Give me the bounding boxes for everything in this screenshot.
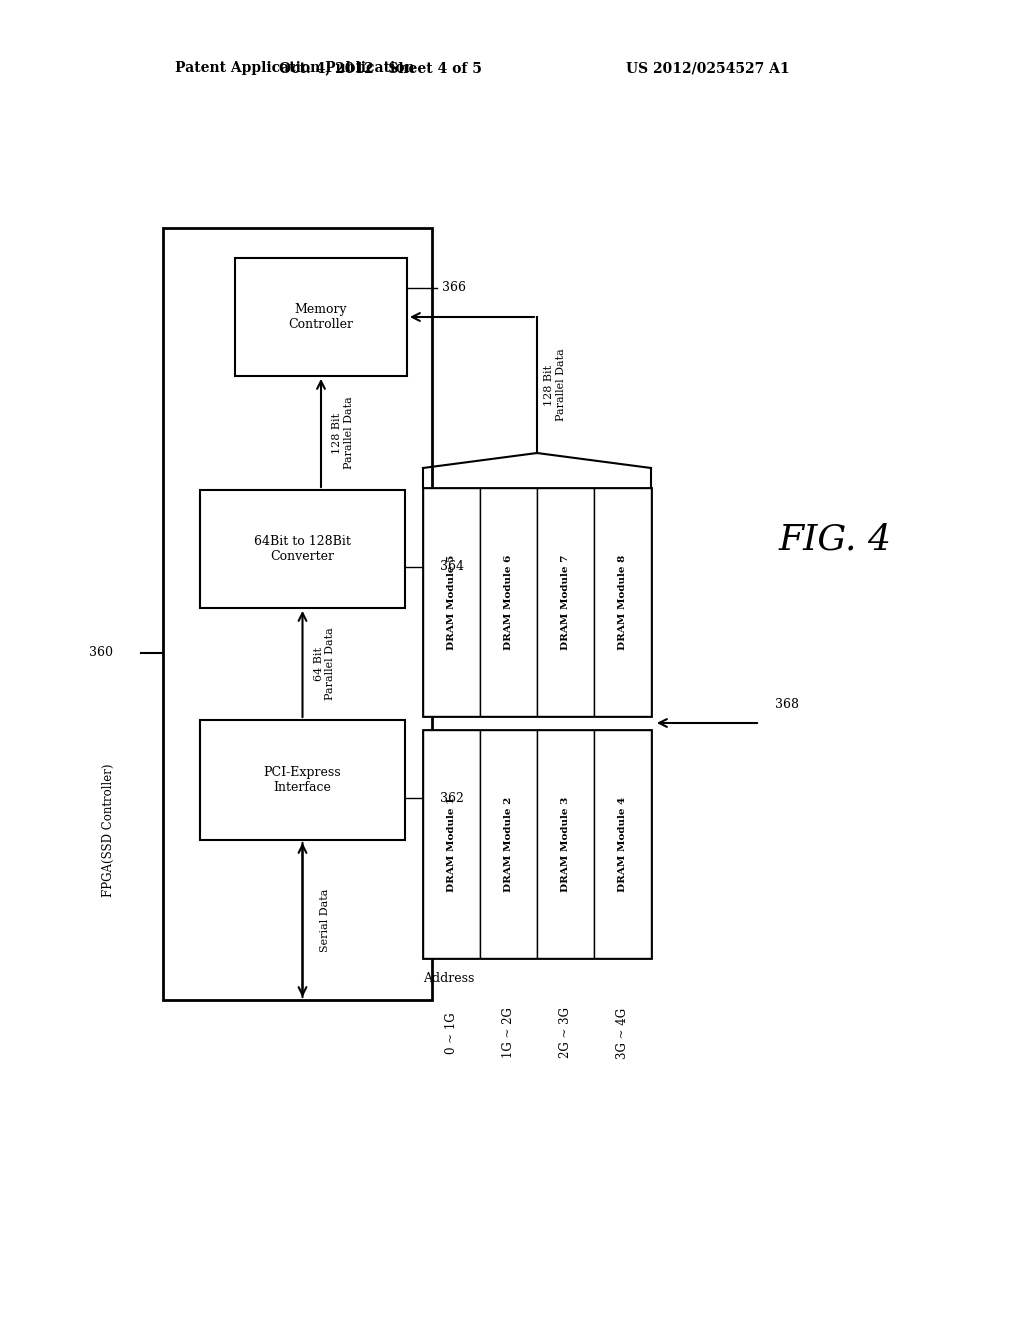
Bar [423, 730, 480, 958]
Text: 3G ~ 4G: 3G ~ 4G [616, 1007, 629, 1059]
Text: Address: Address [423, 972, 474, 985]
Text: 368: 368 [775, 698, 799, 711]
Text: 2G ~ 3G: 2G ~ 3G [559, 1007, 572, 1059]
Bar [480, 488, 537, 715]
Text: DRAM Module 5: DRAM Module 5 [447, 554, 456, 649]
Text: DRAM Module 1: DRAM Module 1 [447, 796, 456, 892]
Text: DRAM Module 4: DRAM Module 4 [618, 796, 627, 891]
Bar [423, 730, 651, 958]
Text: 64Bit to 128Bit
Converter: 64Bit to 128Bit Converter [254, 535, 351, 564]
Bar [480, 730, 537, 958]
Text: 360: 360 [89, 645, 113, 659]
Text: DRAM Module 8: DRAM Module 8 [618, 554, 627, 649]
Text: 1G ~ 2G: 1G ~ 2G [502, 1007, 515, 1059]
Text: Serial Data: Serial Data [319, 888, 330, 952]
Text: DRAM Module 6: DRAM Module 6 [504, 554, 513, 649]
Text: FIG. 4: FIG. 4 [778, 523, 892, 557]
Text: DRAM Module 2: DRAM Module 2 [504, 796, 513, 892]
Text: 64 Bit
Parallel Data: 64 Bit Parallel Data [313, 627, 335, 701]
Text: DRAM Module 3: DRAM Module 3 [561, 796, 570, 891]
Text: 128 Bit
Parallel Data: 128 Bit Parallel Data [544, 348, 566, 421]
Bar [423, 488, 651, 715]
Bar [537, 730, 594, 958]
Bar [537, 488, 594, 715]
Bar [594, 488, 651, 715]
Bar [234, 257, 407, 376]
Text: 0 ~ 1G: 0 ~ 1G [445, 1012, 458, 1053]
Text: Oct. 4, 2012   Sheet 4 of 5: Oct. 4, 2012 Sheet 4 of 5 [279, 61, 481, 75]
Text: PCI-Express
Interface: PCI-Express Interface [264, 766, 341, 795]
Text: DRAM Module 7: DRAM Module 7 [561, 554, 570, 649]
Text: 128 Bit
Parallel Data: 128 Bit Parallel Data [332, 396, 354, 470]
Bar [163, 228, 432, 1001]
Bar [594, 730, 651, 958]
Text: Memory
Controller: Memory Controller [289, 304, 353, 331]
Text: FPGA(SSD Controller): FPGA(SSD Controller) [101, 763, 115, 896]
Bar [200, 719, 406, 840]
Bar [200, 490, 406, 609]
Text: 366: 366 [442, 281, 466, 294]
Text: Patent Application Publication: Patent Application Publication [175, 61, 415, 75]
Text: 364: 364 [440, 560, 464, 573]
Text: US 2012/0254527 A1: US 2012/0254527 A1 [627, 61, 790, 75]
Text: 362: 362 [440, 792, 464, 804]
Bar [423, 488, 480, 715]
